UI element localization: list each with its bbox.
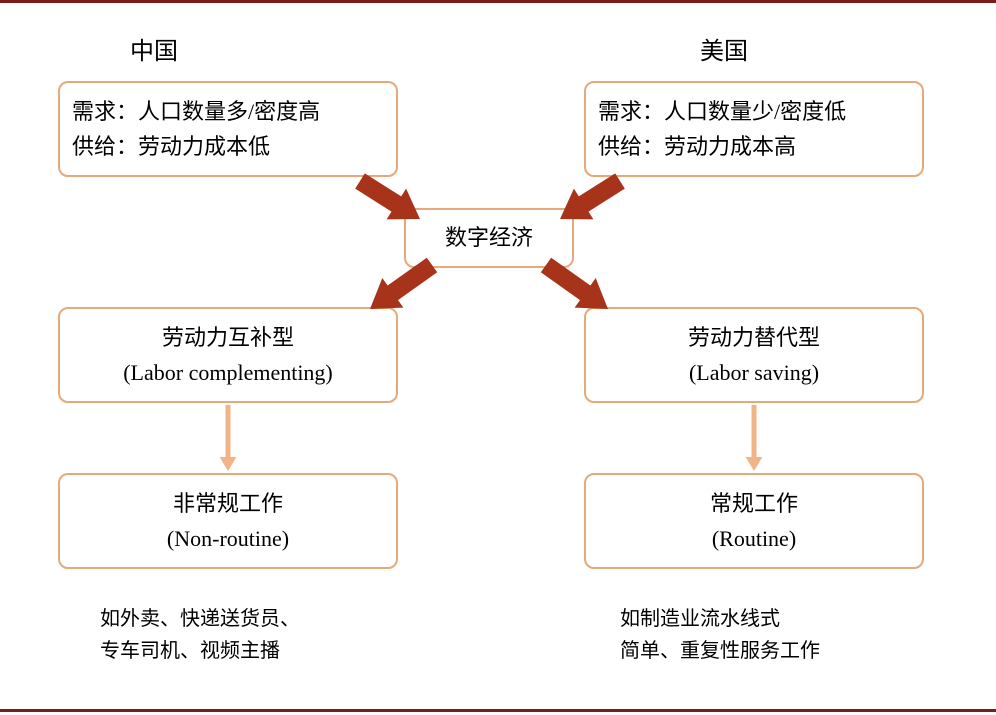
arrow-tr-to-center	[560, 173, 625, 219]
diagram-canvas: 中国 美国 需求：人口数量多/密度高 供给：劳动力成本低 需求：人口数量少/密度…	[0, 0, 996, 712]
arrow-center-to-bl	[370, 258, 437, 309]
arrow-right-down	[746, 405, 763, 471]
arrow-tl-to-center	[355, 173, 420, 219]
arrow-center-to-br	[541, 258, 608, 309]
arrow-left-down	[220, 405, 237, 471]
arrows-layer	[0, 3, 996, 715]
